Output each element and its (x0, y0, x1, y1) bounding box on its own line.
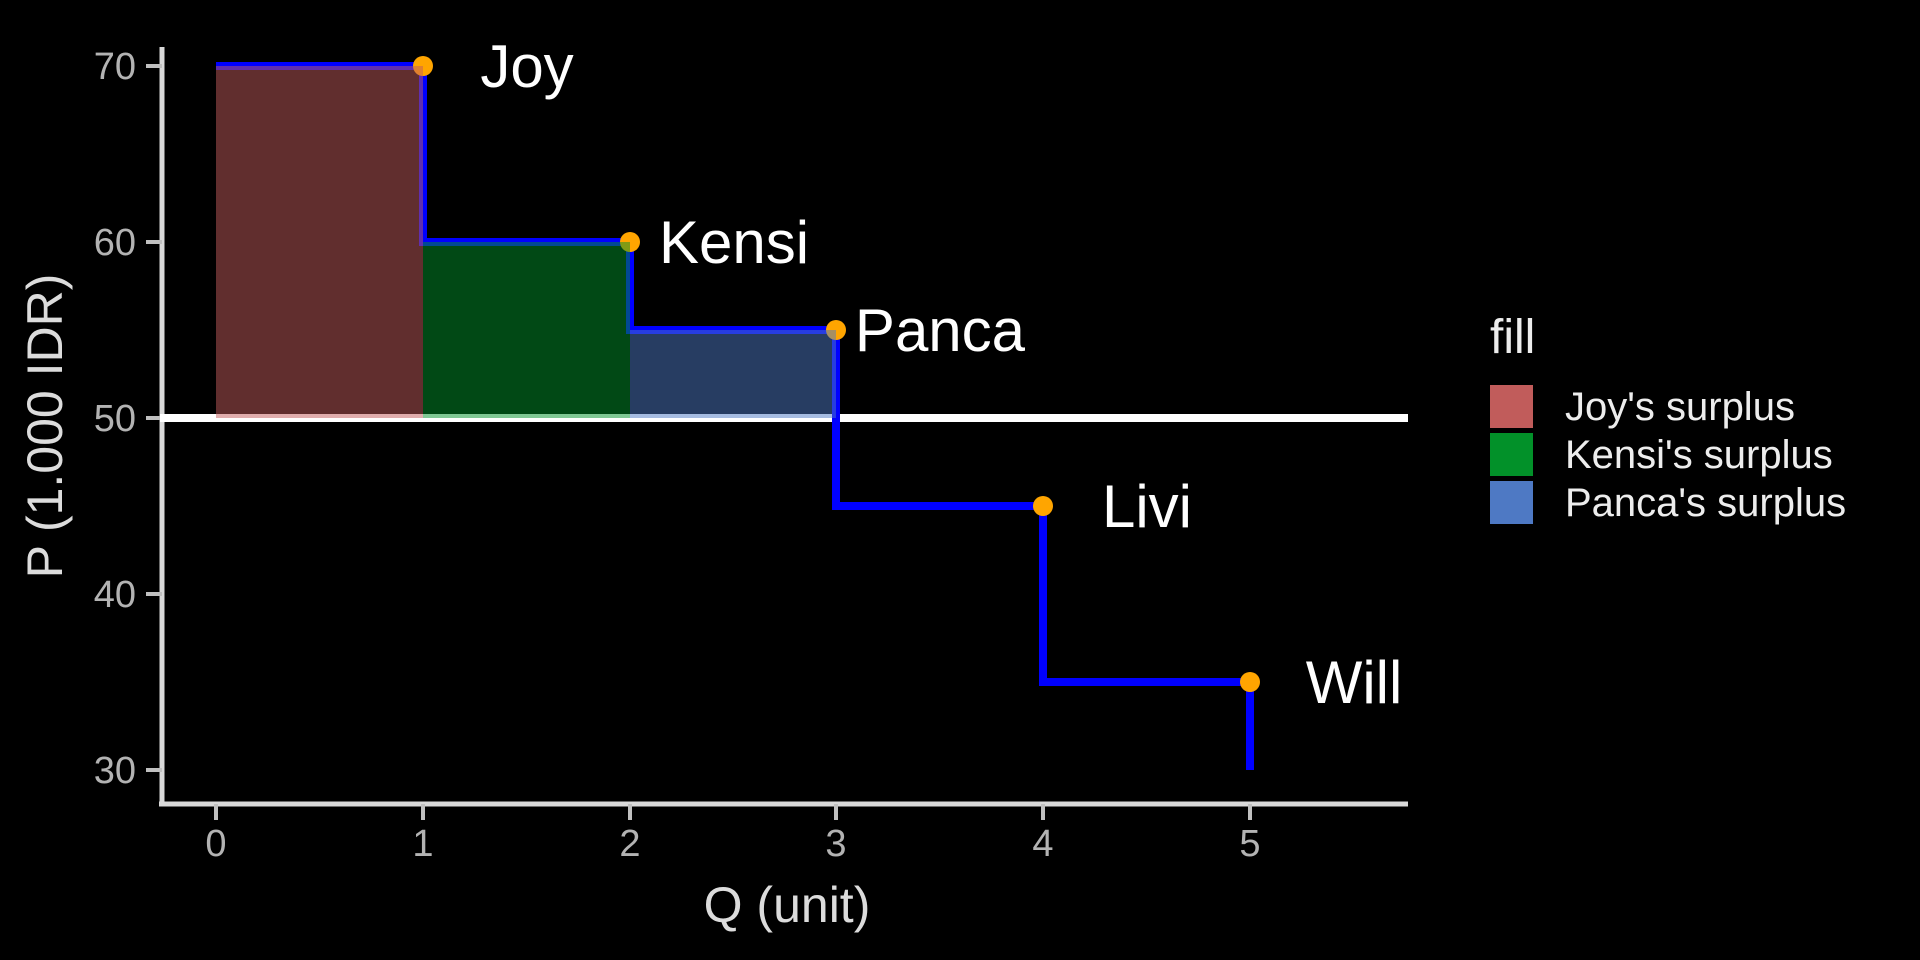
x-tick-label-4: 4 (1032, 823, 1053, 865)
surplus-rect-panca (630, 330, 836, 418)
y-tick-label-70: 70 (94, 46, 136, 88)
label-kensi: Kensi (659, 209, 809, 276)
legend-title: fill (1490, 311, 1535, 364)
legend-label-joy-surplus: Joy's surplus (1565, 385, 1795, 429)
label-livi: Livi (1102, 473, 1192, 540)
point-will (1240, 672, 1260, 692)
point-livi (1033, 496, 1053, 516)
x-tick-label-5: 5 (1239, 823, 1260, 865)
x-axis-title: Q (unit) (704, 877, 871, 933)
y-tick-label-30: 30 (94, 750, 136, 792)
label-joy: Joy (480, 33, 573, 100)
legend-key-joy-surplus (1490, 385, 1533, 428)
legend-key-panca-surplus (1490, 481, 1533, 524)
legend: fill Joy's surplus Kensi's surplus Panca… (1490, 311, 1846, 525)
y-axis-title: P (1.000 IDR) (17, 274, 73, 579)
y-tick-label-50: 50 (94, 398, 136, 440)
x-tick-label-3: 3 (825, 823, 846, 865)
x-tick-label-1: 1 (412, 823, 433, 865)
x-tick-label-2: 2 (619, 823, 640, 865)
label-will: Will (1306, 649, 1403, 716)
y-tick-label-40: 40 (94, 574, 136, 616)
x-tick-label-0: 0 (205, 823, 226, 865)
y-tick-label-60: 60 (94, 222, 136, 264)
legend-label-panca-surplus: Panca's surplus (1565, 481, 1846, 525)
surplus-rect-joy (216, 66, 423, 418)
legend-label-kensi-surplus: Kensi's surplus (1565, 433, 1833, 477)
surplus-rect-kensi (423, 242, 630, 418)
label-panca: Panca (855, 297, 1026, 364)
legend-key-kensi-surplus (1490, 433, 1533, 476)
